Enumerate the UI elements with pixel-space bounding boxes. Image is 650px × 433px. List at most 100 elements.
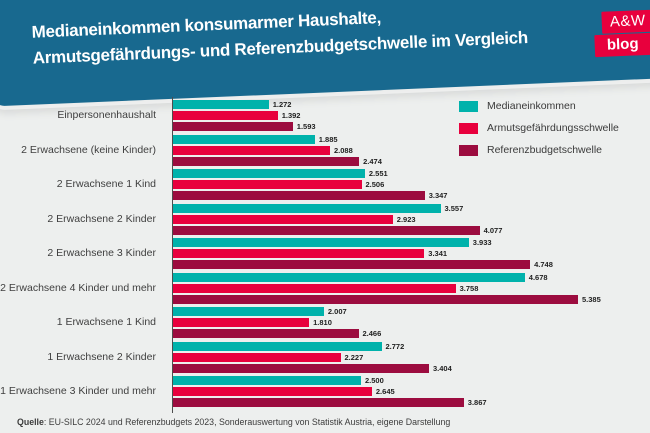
bar xyxy=(173,363,429,373)
bar xyxy=(173,134,315,144)
bar xyxy=(173,283,456,293)
bar xyxy=(173,100,269,109)
bar xyxy=(173,249,425,258)
bar-line: 3.404 xyxy=(173,363,650,373)
category-label: 2 Erwachsene (keine Kinder) xyxy=(21,143,156,156)
value-label: 3.404 xyxy=(433,363,452,373)
chart-row: 1 Erwachsene 3 Kinder und mehr 2.500 2.645… xyxy=(0,376,650,407)
bar xyxy=(173,169,365,178)
legend-label: Medianeinkommen xyxy=(487,100,576,112)
chart-row: 2 Erwachsene 2 Kinder 3.557 2.923 4.077 xyxy=(0,203,650,235)
bar-line: 2.500 xyxy=(173,376,650,385)
bar-line: 2.466 xyxy=(173,329,650,338)
bar-line: 2.088 xyxy=(173,145,650,155)
chart-row: 2 Erwachsene 1 Kind 2.551 2.506 3.347 xyxy=(0,169,650,200)
chart-row: 2 Erwachsene 3 Kinder 3.933 3.341 4.748 xyxy=(0,238,650,269)
bar-line: 2.474 xyxy=(173,156,650,166)
bar xyxy=(173,238,469,247)
header-banner: Medianeinkommen konsumarmer Haushalte, A… xyxy=(0,0,650,107)
bar xyxy=(173,341,382,351)
bar xyxy=(173,180,362,189)
bar-group: 4.678 3.758 5.385 xyxy=(165,272,650,304)
bar xyxy=(173,203,441,213)
category-label: 1 Erwachsene 1 Kind xyxy=(56,316,156,328)
aw-blog-logo: A&W blog xyxy=(593,9,650,58)
source-note: Quelle: EU-SILC 2024 und Referenzbudgets… xyxy=(17,417,450,427)
bar-group: 1.272 1.392 1.593 xyxy=(165,100,650,131)
value-label: 2.227 xyxy=(344,352,364,362)
bar-line: 3.557 xyxy=(173,203,650,213)
bar-line: 1.392 xyxy=(173,111,650,120)
bar xyxy=(173,376,361,385)
value-label: 1.810 xyxy=(313,318,332,327)
chart-row: 1 Erwachsene 2 Kinder 2.772 2.227 3.404 xyxy=(0,341,650,373)
value-label: 3.347 xyxy=(428,191,448,200)
value-label: 3.867 xyxy=(467,398,487,407)
bar-line: 4.678 xyxy=(173,272,650,282)
bar-line: 1.272 xyxy=(173,100,650,109)
source-label: Quelle xyxy=(17,417,44,427)
value-label: 3.758 xyxy=(459,283,479,293)
bar-group: 2.500 2.645 3.867 xyxy=(165,376,650,407)
value-label: 2.772 xyxy=(385,341,405,351)
value-label: 1.392 xyxy=(281,111,301,120)
bar xyxy=(173,272,525,282)
bar-line: 5.385 xyxy=(173,294,650,304)
chart-row: 2 Erwachsene 4 Kinder und mehr 4.678 3.758… xyxy=(0,272,650,304)
value-label: 1.885 xyxy=(318,134,338,144)
value-label: 2.645 xyxy=(375,387,395,396)
value-label: 4.077 xyxy=(483,225,503,235)
chart-row: 2 Erwachsene (keine Kinder) 1.885 2.088 2.4… xyxy=(0,134,650,166)
value-label: 2.007 xyxy=(327,307,347,316)
bar-line: 1.593 xyxy=(173,122,650,131)
category-label: 2 Erwachsene 1 Kind xyxy=(56,178,156,190)
chart-legend: Medianeinkommen Armutsgefährdungsschwelle… xyxy=(459,100,619,166)
value-label: 2.088 xyxy=(334,145,353,155)
bar xyxy=(173,214,393,224)
legend-item: Referenzbudgetschwelle xyxy=(459,144,619,156)
bar-group: 2.007 1.810 2.466 xyxy=(165,307,650,338)
bar xyxy=(173,318,310,327)
value-label: 4.748 xyxy=(534,260,553,269)
value-label: 2.506 xyxy=(365,180,385,189)
value-label: 1.593 xyxy=(296,122,316,131)
value-label: 3.933 xyxy=(472,238,492,247)
bar-line: 4.077 xyxy=(173,225,650,235)
bar-line: 1.810 xyxy=(173,318,650,327)
bar xyxy=(173,191,425,200)
bar xyxy=(173,387,372,396)
chart-row: 1 Erwachsene 1 Kind 2.007 1.810 2.466 xyxy=(0,307,650,338)
value-label: 2.551 xyxy=(368,169,388,178)
bar-line: 3.347 xyxy=(173,191,650,200)
legend-label: Armutsgefährdungsschwelle xyxy=(487,122,619,134)
value-label: 5.385 xyxy=(582,294,601,304)
category-label: 2 Erwachsene 4 Kinder und mehr xyxy=(0,281,156,294)
bar-line: 2.923 xyxy=(173,214,650,224)
bar-line: 2.506 xyxy=(173,180,650,189)
logo-aw-text: A&W xyxy=(601,9,650,34)
value-label: 2.923 xyxy=(396,214,416,224)
bar-line: 2.227 xyxy=(173,352,650,362)
bar-line: 2.007 xyxy=(173,307,650,316)
bar xyxy=(173,329,359,338)
value-label: 2.466 xyxy=(362,329,382,338)
bar xyxy=(173,225,480,235)
chart-row: Einpersonenhaushalt 1.272 1.392 1.593 xyxy=(0,100,650,131)
bar-group: 3.557 2.923 4.077 xyxy=(165,203,650,235)
bar xyxy=(173,307,324,316)
bar xyxy=(173,122,293,131)
y-axis-line xyxy=(172,97,173,413)
category-label: 2 Erwachsene 3 Kinder xyxy=(47,247,156,259)
category-label: 1 Erwachsene 2 Kinder xyxy=(47,350,156,363)
legend-swatch xyxy=(459,100,478,112)
bar-group: 2.551 2.506 3.347 xyxy=(165,169,650,200)
category-label: 1 Erwachsene 3 Kinder und mehr xyxy=(0,385,156,397)
bar-line: 2.645 xyxy=(173,387,650,396)
value-label: 2.474 xyxy=(363,156,382,166)
bar-group: 3.933 3.341 4.748 xyxy=(165,238,650,269)
bar xyxy=(173,145,330,155)
category-label: Einpersonenhaushalt xyxy=(57,109,156,121)
bar-chart: Einpersonenhaushalt 1.272 1.392 1.593 2 Erwa… xyxy=(0,97,650,413)
value-label: 4.678 xyxy=(528,272,548,282)
bar xyxy=(173,398,464,407)
